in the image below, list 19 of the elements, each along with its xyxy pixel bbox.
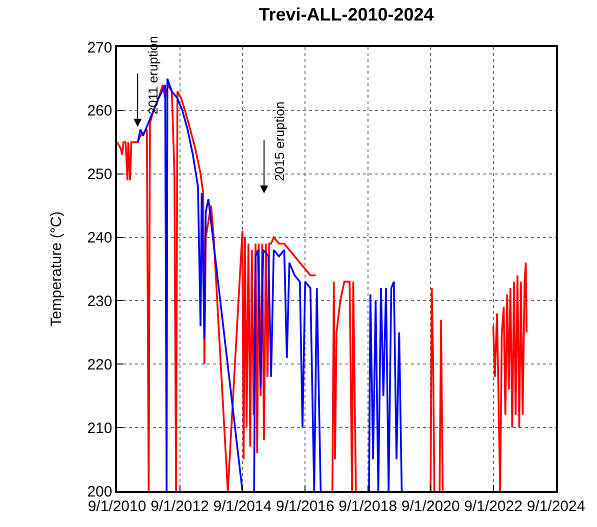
x-tick-label: 9/1/2016 — [276, 498, 334, 515]
y-tick-label: 260 — [87, 102, 112, 120]
x-tick-label: 9/1/2020 — [401, 498, 460, 515]
x-tick-label: 9/1/2022 — [464, 498, 522, 515]
chart-title: Trevi-ALL-2010-2024 — [258, 4, 434, 25]
y-tick-label: 200 — [87, 483, 112, 500]
x-tick-label: 9/1/2010 — [88, 498, 146, 515]
annotation: 2015 eruption — [272, 102, 288, 182]
y-tick-label: 230 — [87, 292, 112, 310]
x-tick-label: 9/1/2012 — [150, 498, 209, 515]
y-tick-label: 270 — [87, 39, 112, 56]
y-tick-label: 250 — [87, 166, 112, 184]
y-axis-title: Temperature (°C) — [48, 211, 65, 327]
x-tick-label: 9/1/2014 — [213, 498, 272, 515]
x-tick-label: 9/1/2024 — [526, 498, 586, 515]
y-tick-label: 220 — [87, 356, 112, 374]
x-tick-label: 9/1/2018 — [338, 498, 398, 515]
y-tick-label: 210 — [87, 420, 112, 437]
y-tick-label: 240 — [87, 230, 112, 247]
